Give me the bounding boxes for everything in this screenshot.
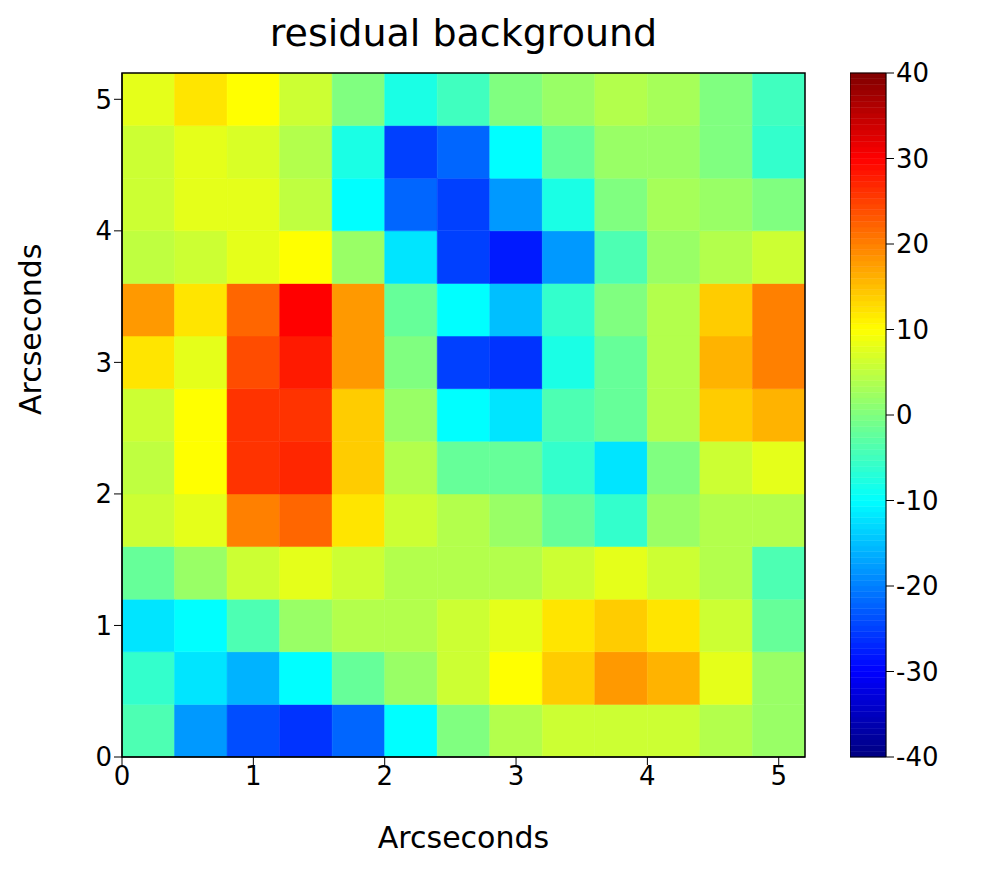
svg-text:Arcseconds: Arcseconds — [13, 244, 48, 415]
svg-text:2: 2 — [376, 761, 393, 791]
html-text:residual background: residual background — [269, 11, 658, 55]
svg-text:4: 4 — [639, 761, 656, 791]
svg-text:5: 5 — [770, 761, 787, 791]
svg-text:4: 4 — [95, 216, 112, 246]
svg-text:10: 10 — [896, 315, 929, 345]
svg-text:5: 5 — [95, 85, 112, 115]
svg-text:3: 3 — [508, 761, 525, 791]
svg-text:Arcseconds: Arcseconds — [378, 820, 549, 855]
svg-text:-20: -20 — [896, 571, 938, 601]
svg-text:0: 0 — [896, 400, 913, 430]
svg-text:20: 20 — [896, 229, 929, 259]
svg-text:-40: -40 — [896, 742, 938, 772]
svg-text:0: 0 — [95, 742, 112, 772]
svg-text:3: 3 — [95, 348, 112, 378]
svg-text:1: 1 — [95, 611, 112, 641]
svg-text:30: 30 — [896, 144, 929, 174]
svg-text:-30: -30 — [896, 657, 938, 687]
svg-text:-10: -10 — [896, 486, 938, 516]
svg-text:1: 1 — [245, 761, 262, 791]
svg-text:40: 40 — [896, 58, 929, 88]
svg-text:0: 0 — [114, 761, 131, 791]
svg-text:2: 2 — [95, 479, 112, 509]
